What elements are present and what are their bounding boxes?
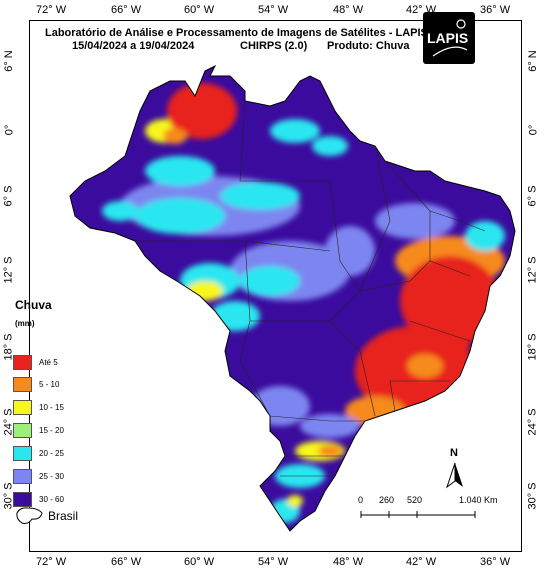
lat-label-0-left: 0°: [3, 124, 16, 136]
legend-item-label: 20 - 25: [39, 449, 64, 458]
lon-label-54w-bottom: 54° W: [258, 556, 289, 568]
lon-label-60w-bottom: 60° W: [184, 556, 215, 568]
lon-label-66w-bottom: 66° W: [111, 556, 142, 568]
lat-label-6n-left: 6° N: [2, 50, 15, 72]
lat-label-6n-right: 6° N: [526, 50, 539, 72]
legend-item-label: 5 - 10: [39, 380, 60, 389]
legend-item-label: 10 - 15: [39, 403, 64, 412]
lon-label-54w-top: 54° W: [258, 4, 289, 16]
lat-label-24s-right: 24° S: [526, 408, 539, 436]
scale-label-1040: 1.040 Km: [459, 495, 498, 505]
lon-label-66w-top: 66° W: [111, 4, 142, 16]
legend-unit: (mm): [15, 319, 35, 328]
lat-label-12s-left: 12° S: [2, 256, 15, 284]
lon-label-72w-top: 72° W: [36, 4, 67, 16]
lon-label-36w-top: 36° W: [480, 4, 511, 16]
brazil-outline: [69, 64, 516, 532]
logo-text: LAPIS: [427, 30, 469, 46]
legend-item-label: 25 - 30: [39, 472, 64, 481]
scale-label-0: 0: [358, 495, 364, 505]
legend-swatch: [13, 355, 32, 370]
lon-label-60w-top: 60° W: [184, 4, 215, 16]
boundary-legend-label: Brasil: [48, 509, 79, 523]
legend-swatch: [13, 492, 32, 507]
legend-title: Chuva: [15, 298, 52, 312]
legend-swatch: [13, 400, 32, 415]
lat-label-6s-right: 6° S: [526, 185, 539, 207]
header-title: Laboratório de Análise e Processamento d…: [45, 27, 428, 39]
boundary-legend: Brasil: [10, 505, 120, 527]
legend-swatch: [13, 377, 32, 392]
legend-swatch: [13, 446, 32, 461]
legend-item-label: 15 - 20: [39, 426, 64, 435]
legend-item-label: 30 - 60: [39, 495, 64, 504]
lon-label-36w-bottom: 36° W: [480, 556, 511, 568]
scale-bar: 0 260 520 1.040 Km: [320, 495, 498, 525]
state-boundaries: [135, 100, 486, 477]
lon-label-72w-bottom: 72° W: [36, 556, 67, 568]
lapis-logo: LAPIS: [423, 12, 475, 64]
legend-item-label: Até 5: [39, 358, 58, 367]
lon-label-42w-bottom: 42° W: [406, 556, 437, 568]
lat-label-30s-right: 30° S: [526, 482, 539, 510]
scale-bar-graphic: [360, 511, 476, 518]
brazil-outline-icon: [16, 507, 43, 524]
legend-swatch: [13, 423, 32, 438]
legend-swatch: [13, 469, 32, 484]
satellite-icon: [432, 19, 468, 57]
header-product-source: CHIRPS (2.0): [240, 40, 308, 52]
scale-label-260: 260: [379, 495, 395, 505]
lat-label-0-right: 0°: [527, 124, 540, 136]
north-arrow: N: [443, 447, 467, 489]
lat-label-6s-left: 6° S: [2, 185, 15, 207]
lat-label-12s-right: 12° S: [526, 256, 539, 284]
scale-label-520: 520: [407, 495, 423, 505]
north-letter: N: [450, 447, 458, 459]
lon-label-48w-top: 48° W: [333, 4, 364, 16]
lat-label-18s-right: 18° S: [526, 333, 539, 361]
header-dates: 15/04/2024 a 19/04/2024: [72, 40, 195, 52]
north-arrow-icon: [446, 462, 463, 489]
map-frame: [29, 20, 522, 552]
rainfall-map: [69, 64, 516, 532]
lon-label-48w-bottom: 48° W: [333, 556, 364, 568]
header-product: Produto: Chuva: [327, 40, 410, 52]
